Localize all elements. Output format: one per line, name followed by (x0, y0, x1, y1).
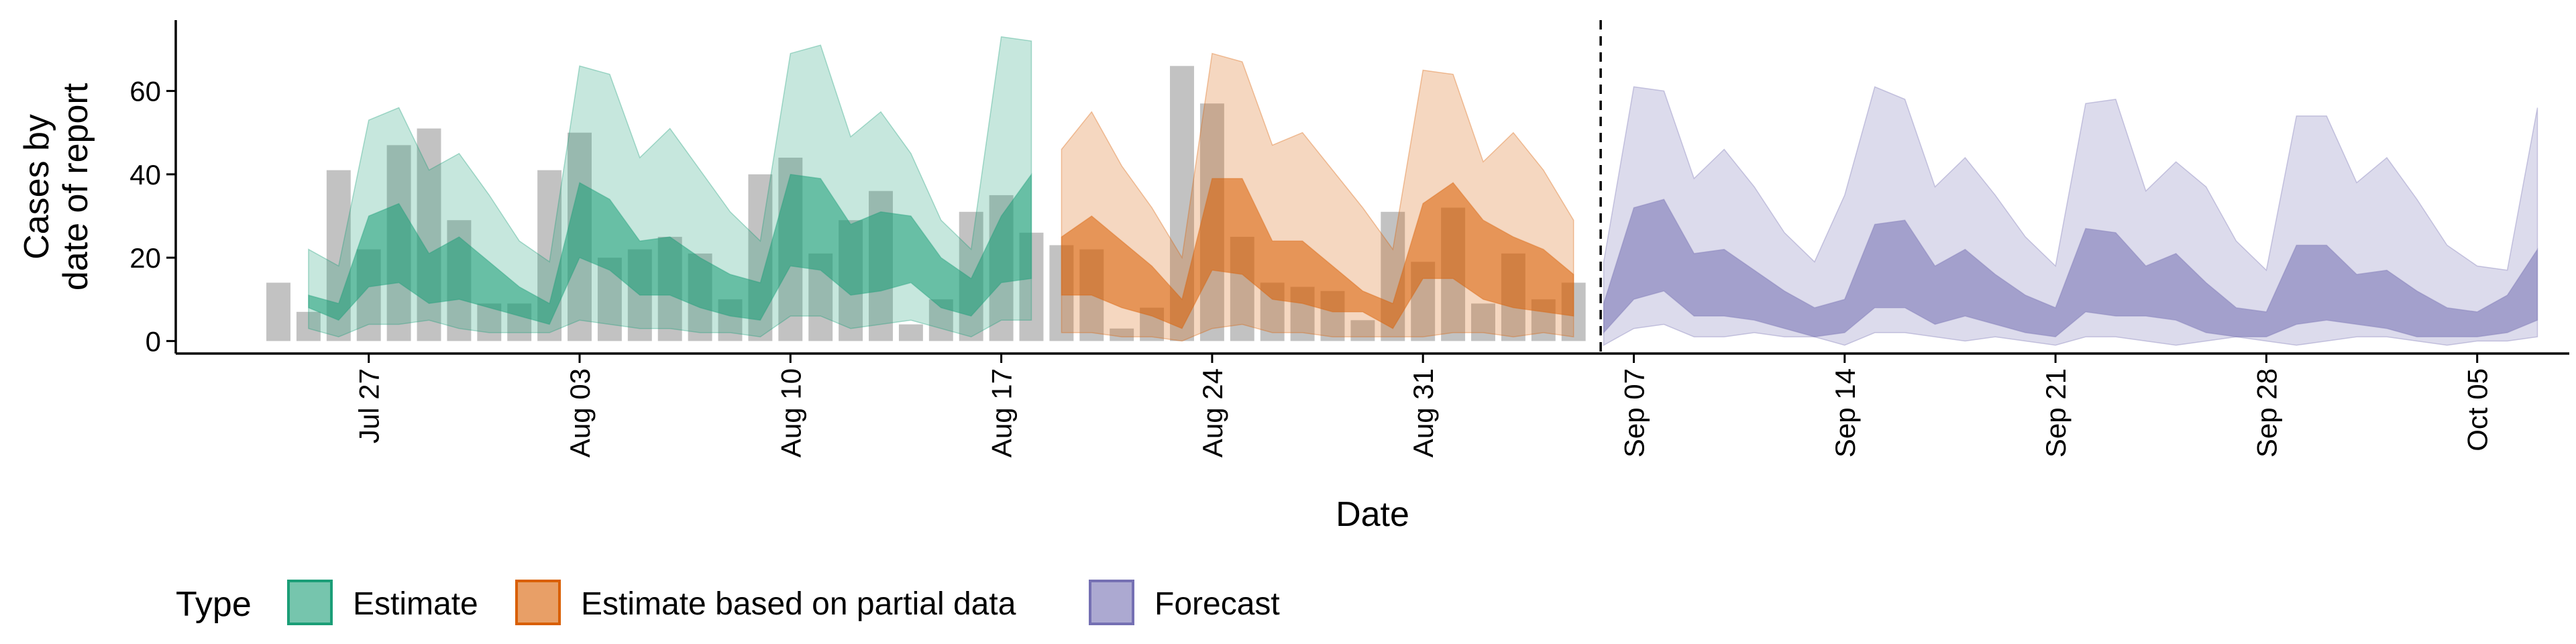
reported-case-bar (898, 324, 923, 341)
legend-key (515, 580, 561, 625)
y-axis-label-line-2: date of report (56, 83, 95, 290)
legend: Type Estimate Estimate based on partial d… (176, 580, 1280, 625)
axes (174, 20, 2569, 355)
y-tick-label: 40 (129, 159, 161, 191)
x-tick-label: Oct 05 (2462, 368, 2493, 451)
x-tick-label: Sep 07 (1619, 368, 1650, 458)
legend-key (1089, 580, 1134, 625)
estimate-inner-band (308, 172, 1032, 325)
x-tick-label: Aug 10 (775, 368, 806, 458)
legend-key (287, 580, 333, 625)
y-axis-label-line-1: Cases by (17, 114, 56, 260)
reported-case-bar (296, 311, 321, 341)
x-axis-label: Date (1336, 495, 1409, 534)
y-axis-ticks: 0 20 40 60 (129, 76, 176, 357)
x-tick-label: Sep 21 (2040, 368, 2072, 458)
estimate-ribbons (308, 36, 2538, 346)
reported-case-bar (1471, 303, 1495, 341)
legend-title: Type (176, 585, 252, 624)
x-axis-ticks: Jul 27 Aug 03 Aug 10 Aug 17 Aug 24 Aug 31 Sep … (354, 354, 2493, 458)
y-tick-label: 20 (129, 242, 161, 274)
x-tick-label: Sep 28 (2251, 368, 2282, 458)
legend-label: Forecast (1155, 586, 1280, 622)
y-tick-label: 0 (146, 325, 161, 357)
x-tick-label: Sep 14 (1829, 368, 1861, 458)
legend-label: Estimate based on partial data (581, 586, 1016, 622)
reported-case-bar (266, 282, 290, 341)
estimate-partial-inner-band (1061, 178, 1574, 329)
legend-label: Estimate (353, 586, 478, 622)
x-tick-label: Aug 17 (986, 368, 1018, 458)
reported-case-bar (1110, 328, 1134, 341)
x-tick-label: Aug 31 (1407, 368, 1439, 458)
x-tick-label: Aug 03 (564, 368, 596, 458)
reported-case-bar (417, 128, 441, 341)
x-tick-label: Jul 27 (354, 368, 385, 443)
reported-case-bar (1350, 320, 1375, 341)
y-tick-label: 60 (129, 76, 161, 107)
x-tick-label: Aug 24 (1197, 368, 1228, 458)
forecast-inner-band (1603, 199, 2538, 337)
